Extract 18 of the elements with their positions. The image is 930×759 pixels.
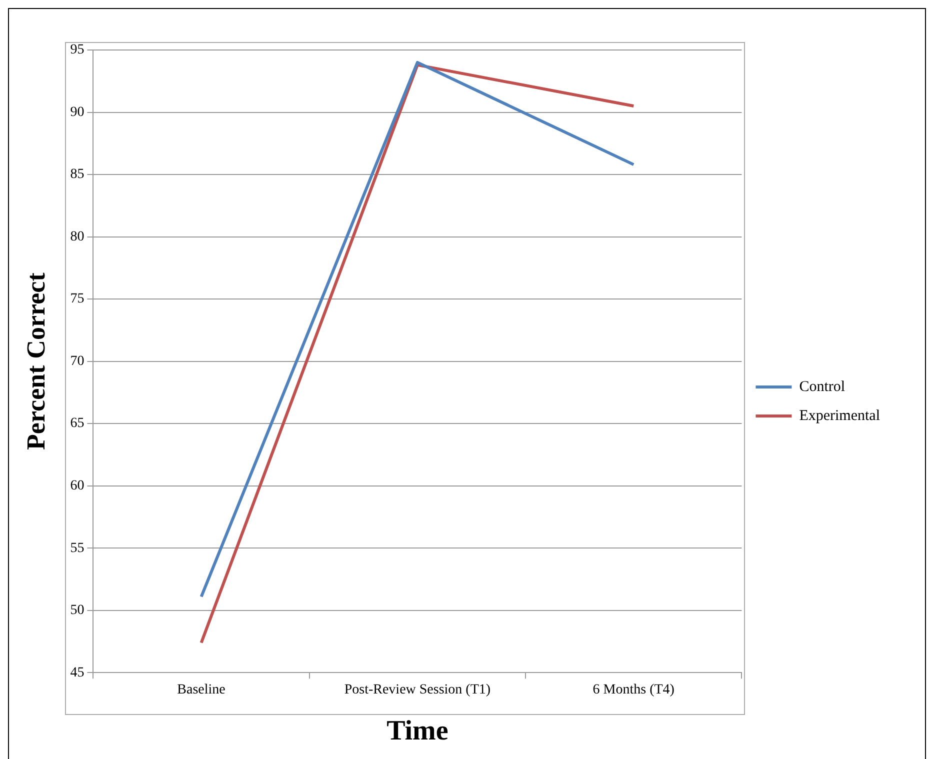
- y-tick-label: 95: [70, 42, 84, 58]
- y-tick-label: 65: [70, 416, 84, 432]
- x-axis-title: Time: [386, 715, 448, 746]
- x-tick-label: 6 Months (T4): [592, 682, 675, 698]
- y-tick-label: 90: [70, 104, 84, 120]
- y-axis-title: Percent Correct: [21, 272, 50, 450]
- y-tick-label: 70: [70, 354, 84, 369]
- y-tick-label: 75: [70, 292, 84, 307]
- y-tick-label: 55: [70, 540, 84, 556]
- y-tick-label: 60: [70, 478, 84, 494]
- y-tick-label: 45: [70, 665, 84, 680]
- y-tick-label: 85: [70, 167, 84, 182]
- legend-label: Control: [799, 378, 846, 395]
- legend-label: Experimental: [799, 408, 880, 424]
- y-tick-label: 80: [70, 229, 84, 244]
- y-tick-label: 50: [70, 603, 84, 618]
- x-tick-label: Baseline: [177, 682, 226, 698]
- x-tick-label: Post-Review Session (T1): [344, 682, 491, 698]
